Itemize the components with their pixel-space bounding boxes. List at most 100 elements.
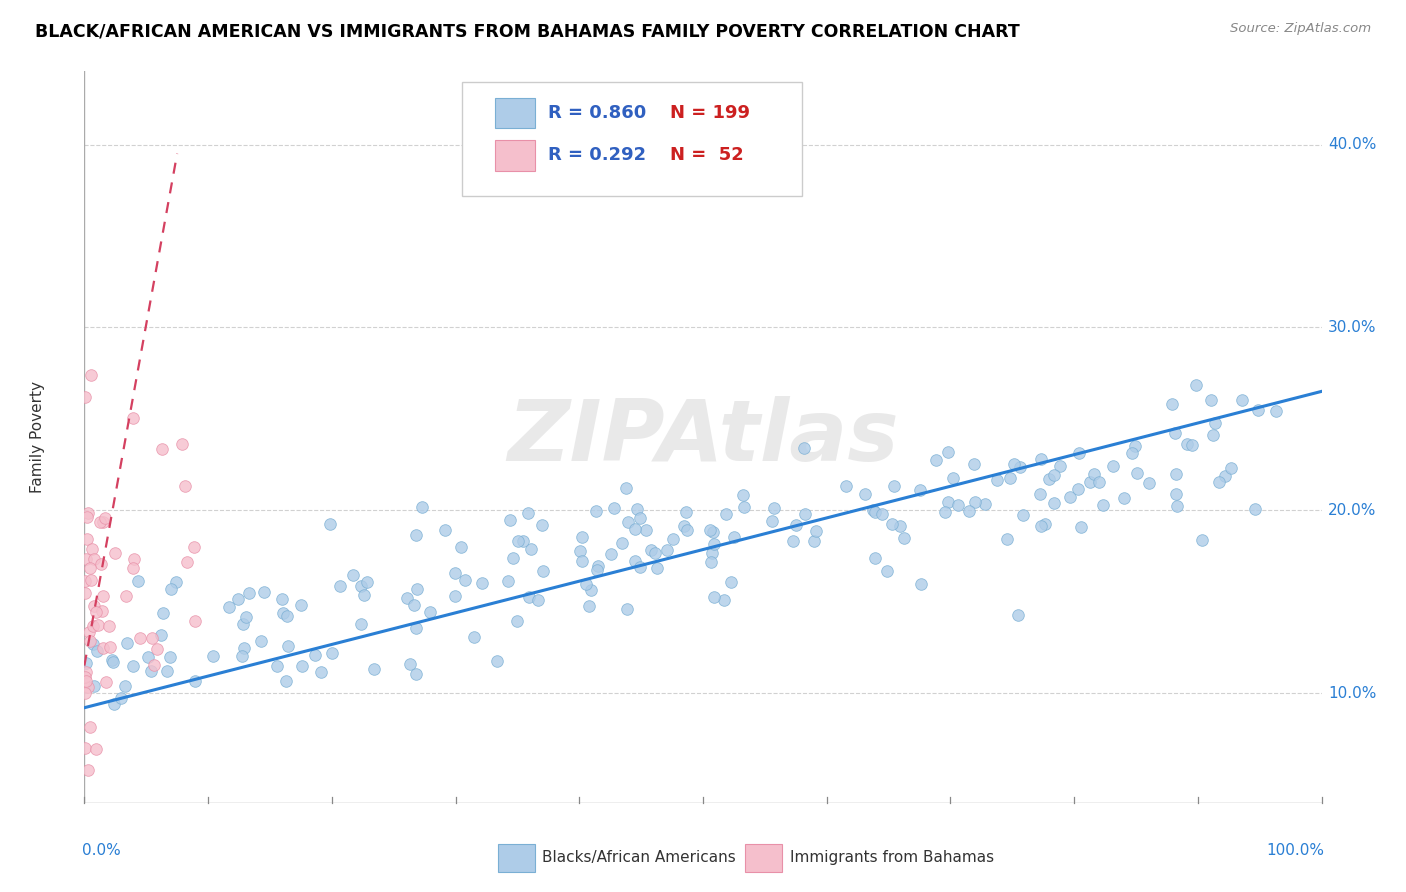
Point [122,659,145,673]
Point [127,574,149,589]
Point [110,691,132,706]
Point [872,507,894,521]
Point [233,640,256,655]
Point [508,533,530,548]
Point [1243,502,1265,516]
Point [893,531,915,545]
Point [571,531,593,545]
Point [785,518,807,533]
Point [76,532,98,546]
Point [91,590,114,604]
Point [506,614,529,628]
Point [1088,475,1111,490]
Point [77,506,100,520]
Text: ZIPAtlas: ZIPAtlas [508,395,898,479]
Point [350,579,373,593]
Point [172,437,194,451]
Point [156,664,179,678]
Text: 0.0%: 0.0% [82,843,121,858]
Point [1232,393,1254,408]
Point [1043,496,1066,510]
Point [889,519,911,533]
Point [569,543,592,558]
Point [1185,378,1208,392]
Point [75,740,97,755]
Point [1164,425,1187,440]
Point [1091,499,1114,513]
Point [80,368,103,382]
Point [136,649,159,664]
Point [1208,475,1230,490]
Point [782,534,804,549]
FancyBboxPatch shape [461,82,801,195]
Point [948,498,970,512]
Point [835,479,858,493]
Point [586,559,609,574]
Point [963,457,986,471]
Point [499,513,522,527]
Point [444,589,467,603]
Point [86,644,108,658]
Point [1121,446,1143,460]
Point [1059,490,1081,504]
Point [75,586,97,600]
Point [673,519,696,533]
Point [319,517,342,532]
Point [1049,459,1071,474]
Text: 10.0%: 10.0% [1327,686,1376,700]
Point [395,591,418,605]
Point [276,673,298,688]
Point [612,536,634,550]
Point [865,550,887,565]
Point [963,495,986,509]
Point [700,546,723,560]
Point [533,564,555,578]
Point [238,586,260,600]
Point [628,559,651,574]
Point [146,642,169,657]
Point [90,558,112,572]
Point [152,606,174,620]
Point [527,592,550,607]
Point [321,646,343,660]
Point [353,589,375,603]
Point [1161,397,1184,411]
Point [614,481,637,495]
Point [342,567,364,582]
Point [444,566,467,581]
Point [350,617,373,632]
Point [271,606,294,620]
Point [662,533,685,547]
Point [936,445,959,459]
Text: N = 199: N = 199 [669,104,749,122]
Point [1012,508,1035,522]
Point [83,679,105,693]
Point [77,763,100,777]
Point [290,599,312,613]
Point [98,640,121,654]
Point [908,483,931,497]
Point [617,515,640,529]
Point [250,633,273,648]
Point [1000,471,1022,485]
Point [957,504,980,518]
Point [159,650,181,665]
Point [83,599,105,613]
Point [405,528,427,542]
Point [880,517,903,532]
Point [75,656,97,670]
Point [271,591,294,606]
Point [1247,403,1270,417]
Point [129,631,152,645]
Text: Family Poverty: Family Poverty [30,381,45,493]
Point [763,501,786,516]
Point [634,523,657,537]
Point [79,625,101,640]
Point [97,618,120,632]
Point [433,523,456,537]
Point [235,610,257,624]
Point [853,487,876,501]
Point [139,665,162,679]
Point [75,674,97,689]
Point [96,675,118,690]
